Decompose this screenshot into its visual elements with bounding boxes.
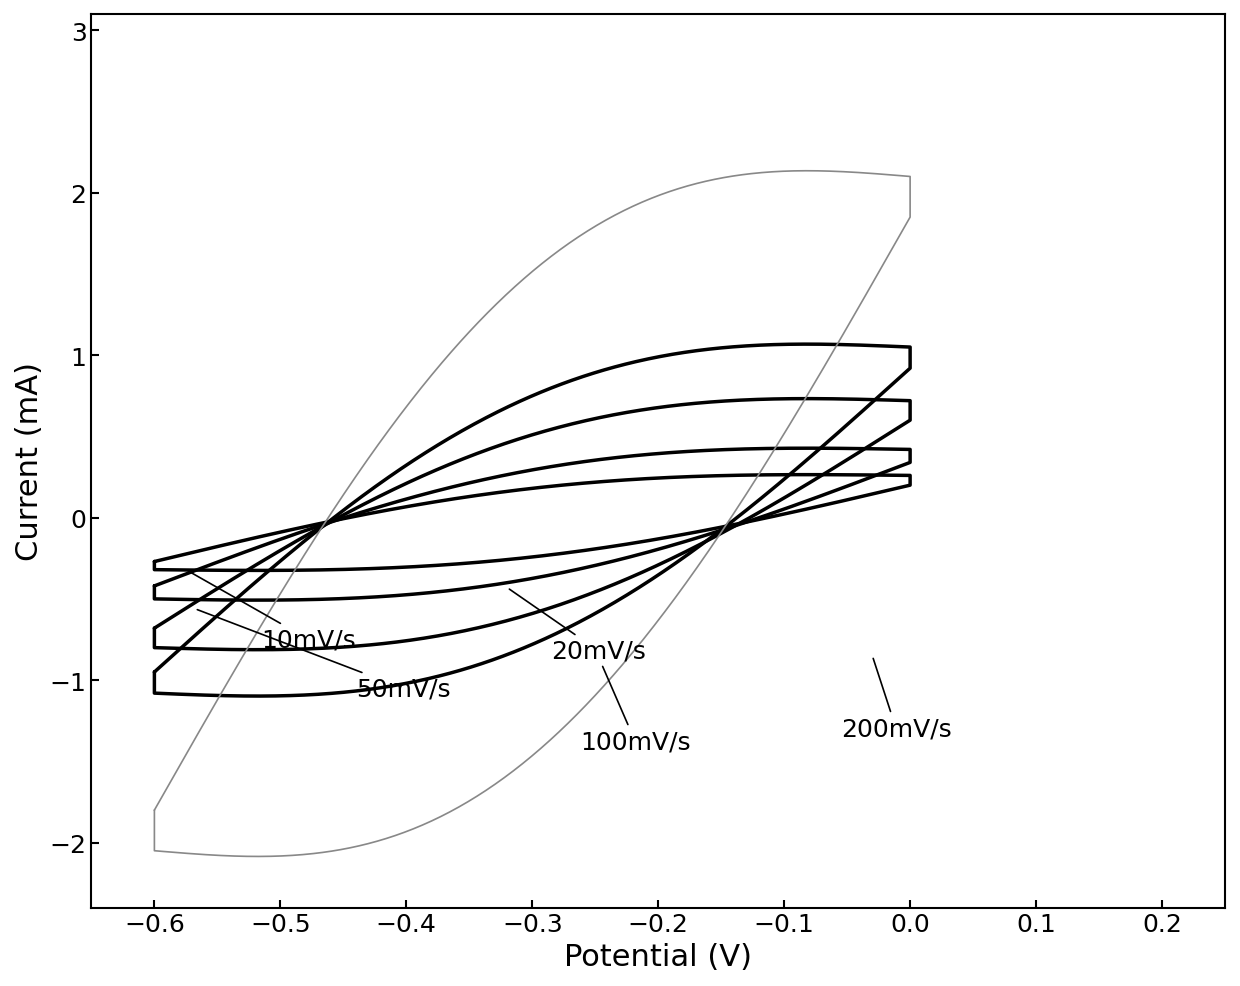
Text: 50mV/s: 50mV/s <box>197 610 450 700</box>
Y-axis label: Current (mA): Current (mA) <box>15 362 43 561</box>
Text: 20mV/s: 20mV/s <box>510 590 646 664</box>
Text: 100mV/s: 100mV/s <box>580 667 691 754</box>
Text: 10mV/s: 10mV/s <box>188 572 356 652</box>
X-axis label: Potential (V): Potential (V) <box>564 942 753 971</box>
Text: 200mV/s: 200mV/s <box>841 659 951 741</box>
